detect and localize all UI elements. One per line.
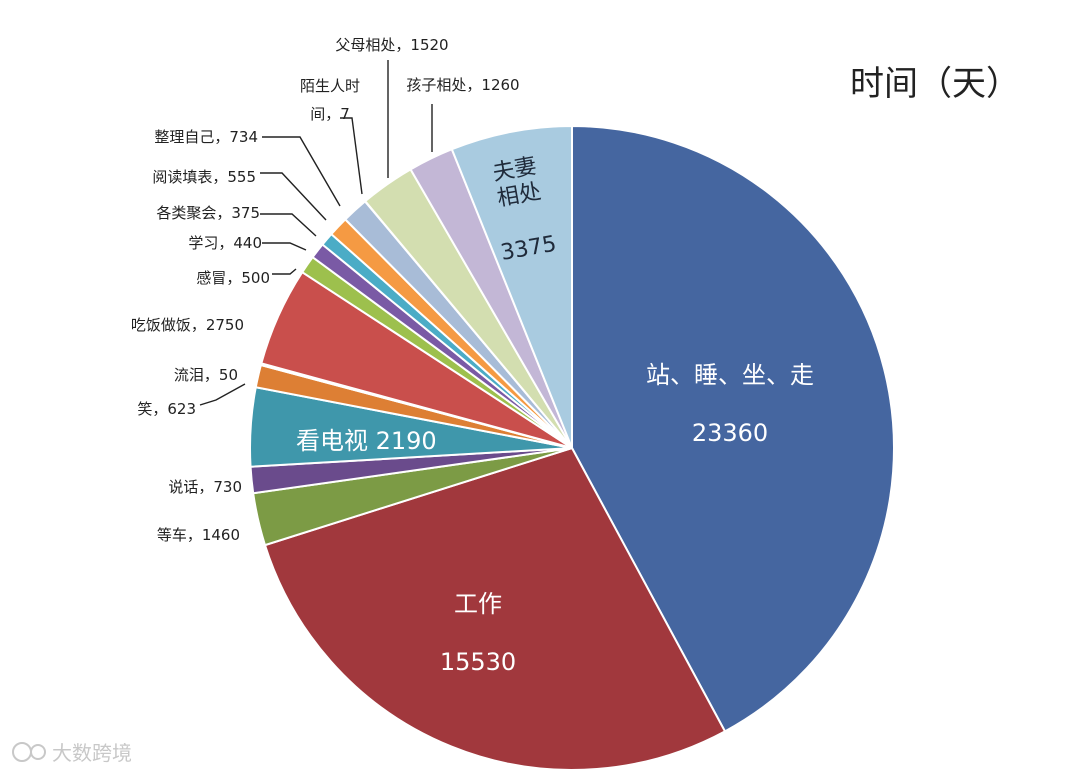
label-party: 各类聚会，375: [156, 204, 260, 222]
watermark-text: 大数跨境: [52, 741, 132, 765]
pie-slices: [249, 124, 895, 771]
label-cook: 吃饭做饭，2750: [131, 316, 244, 334]
label-groom: 整理自己，734: [154, 128, 258, 146]
pie-slice-1: [263, 446, 727, 771]
label-main: 站、睡、坐、走 23360: [646, 361, 814, 447]
chart-title: 时间（天）: [850, 64, 1020, 104]
leader-line-5: [262, 136, 341, 207]
leader-line-3: [260, 213, 317, 237]
label-parents: 父母相处，1520: [335, 36, 448, 54]
leader-line-0: [199, 383, 246, 406]
label-read: 阅读填表，555: [152, 168, 256, 186]
leader-lines: [199, 60, 433, 406]
label-tv: 看电视 2190: [296, 427, 437, 455]
label-cold: 感冒，500: [196, 269, 270, 287]
watermark-logo: 大数跨境: [12, 741, 132, 765]
leader-line-2: [262, 242, 307, 251]
label-kids: 孩子相处，1260: [406, 76, 519, 94]
pie-slice-16: [450, 124, 573, 449]
leader-line-4: [260, 172, 327, 221]
leader-line-6: [340, 117, 363, 195]
label-talk: 说话，730: [168, 478, 242, 496]
label-laugh: 笑，623: [137, 400, 196, 418]
label-cry: 流泪，50: [174, 366, 238, 384]
pie-slice-0: [571, 124, 895, 733]
label-study: 学习，440: [188, 234, 262, 252]
label-stranger: 陌生人时间，7: [300, 77, 360, 123]
leader-line-1: [272, 268, 297, 275]
label-wait: 等车，1460: [157, 526, 240, 544]
label-work: 工作 15530: [440, 590, 516, 676]
